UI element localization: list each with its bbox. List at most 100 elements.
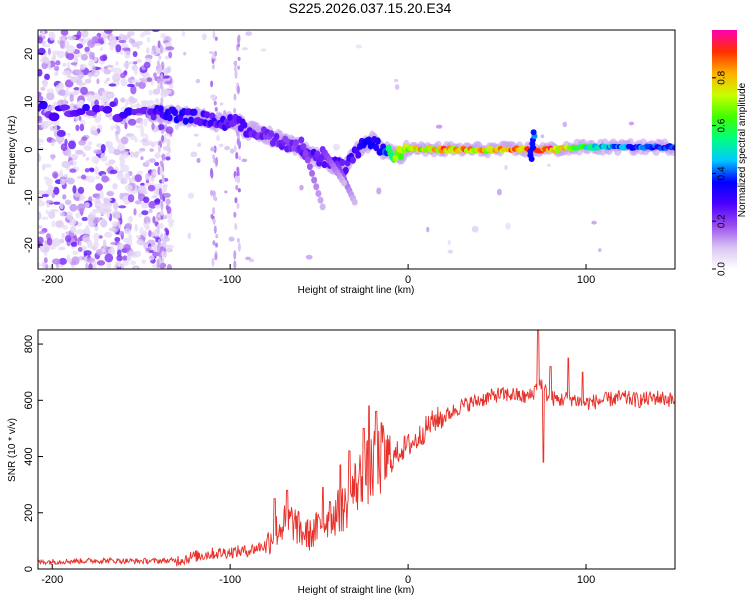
spectrogram-noise-cell — [140, 33, 145, 38]
spectrogram-noise-cell — [160, 72, 164, 83]
spectrogram-noise-cell — [128, 118, 137, 126]
spectrogram-noise-cell — [128, 215, 133, 223]
spectrogram-noise-cell — [159, 79, 163, 90]
spectrogram-noise-cell — [99, 55, 107, 62]
spectrogram-noise-cell — [41, 30, 46, 37]
spectrogram-noise-cell — [59, 169, 63, 177]
spectrogram-noise-cell — [145, 47, 150, 54]
spectrogram-noise-cell — [79, 197, 84, 202]
spectrogram-noise-cell — [237, 43, 241, 48]
spectrogram-noise-cell — [116, 266, 122, 269]
spectrogram-noise-cell — [241, 47, 249, 51]
spectrogram-ridge-cell — [172, 108, 179, 117]
spectrogram-noise-cell — [235, 184, 239, 191]
spectrogram-noise-cell — [83, 250, 92, 256]
spectrogram-noise-cell — [133, 61, 138, 65]
spectrogram-noise-cell — [48, 211, 56, 219]
spectrogram-noise-cell — [159, 166, 163, 176]
figure-title: S225.2026.037.15.20.E34 — [289, 0, 452, 16]
spectrogram-noise-cell — [153, 72, 157, 78]
spectrogram-noise-cell — [136, 239, 144, 245]
spectrogram-noise-cell — [89, 168, 95, 173]
spectrogram-noise-cell — [84, 51, 90, 55]
spectrogram-noise-cell — [58, 257, 67, 265]
spectrogram-ytick-label: 10 — [23, 96, 35, 108]
snr-ytick-label: 400 — [23, 447, 35, 465]
spectrogram-noise-cell — [72, 250, 79, 256]
spectrogram-noise-cell — [91, 198, 100, 202]
spectrogram-noise-cell — [104, 30, 113, 34]
spectrogram-noise-cell — [41, 261, 46, 268]
spectrogram-noise-cell — [143, 118, 148, 127]
spectrogram-noise-cell — [140, 100, 149, 104]
snr-marks — [38, 330, 675, 567]
spectrogram-noise-cell — [46, 237, 53, 246]
spectrogram-noise-cell — [136, 59, 142, 63]
spectrogram-noise-cell — [38, 47, 46, 56]
spectrogram-noise-cell — [120, 177, 128, 185]
spectrogram-band-cell — [59, 104, 71, 111]
spectrogram-noise-cell — [237, 188, 241, 193]
spectrogram-noise-cell — [123, 227, 132, 235]
spectrogram-noise-cell — [81, 216, 88, 222]
spectrogram-noise-cell — [141, 79, 148, 83]
spectrogram-xlabel: Height of straight line (km) — [298, 285, 415, 296]
spectrogram-noise-cell — [51, 171, 59, 179]
spectrogram-noise-cell — [157, 166, 161, 176]
spectrogram-noise-cell — [87, 242, 93, 249]
spectrogram-noise-cell — [165, 46, 175, 51]
spectrogram-branch-cell — [309, 169, 316, 177]
spectrogram-noise-cell — [75, 149, 84, 155]
spectrogram-noise-cell — [215, 233, 219, 239]
spectrogram-noise-cell — [111, 221, 118, 227]
spectrogram-noise-cell — [210, 80, 214, 88]
spectrogram-noise-cell — [85, 157, 90, 161]
spectrogram-noise-cell — [97, 37, 104, 42]
spectrogram-noise-cell — [237, 35, 241, 45]
spectrogram-noise-cell — [103, 66, 108, 70]
spectrogram-noise-cell — [133, 104, 141, 108]
spectrogram-noise-cell — [61, 232, 65, 239]
spectrogram-noise-cell — [95, 175, 101, 180]
spectrogram-noise-cell — [187, 232, 192, 240]
spectrogram-noise-cell — [108, 35, 117, 45]
spectrogram-noise-cell — [154, 98, 159, 103]
spectrogram-noise-cell — [77, 186, 85, 194]
spectrogram-noise-cell — [157, 84, 161, 94]
spectrogram-noise-cell — [156, 243, 160, 254]
spectrogram-noise-cell — [116, 242, 125, 249]
spectrogram-noise-cell — [80, 64, 86, 70]
spectrogram-noise-cell — [96, 78, 100, 85]
spectrogram-noise-cell — [114, 236, 121, 243]
spectrogram-noise-cell — [78, 38, 84, 42]
spectrogram-noise-cell — [140, 132, 146, 138]
snr-panel: -200 -100 0 100 0 200 400 600 800 Height of stra… — [7, 329, 676, 596]
spectrogram-noise-cell — [76, 30, 82, 39]
spectrogram-noise-cell — [108, 83, 117, 87]
spectrogram-noise-cell — [104, 253, 114, 263]
spectrogram-noise-cell — [158, 187, 162, 196]
spectrogram-noise-cell — [159, 160, 163, 166]
spectrogram-noise-cell — [75, 212, 81, 219]
spectrogram-noise-cell — [70, 76, 79, 83]
spectrogram-noise-cell — [134, 200, 142, 205]
colorbar-tick-label: 0.0 — [717, 262, 728, 276]
spectrogram-noise-cell — [241, 158, 248, 163]
spectrogram-noise-cell — [44, 120, 53, 127]
spectrogram-noise-cell — [66, 75, 73, 79]
spectrogram-noise-cell — [130, 104, 134, 109]
spectrogram-noise-cell — [41, 193, 49, 198]
spectrogram-ridge-cell — [241, 121, 248, 129]
spectrogram-noise-cell — [122, 260, 129, 266]
spectrogram-noise-cell — [214, 242, 218, 248]
spectrogram-noise-cell — [158, 55, 162, 60]
spectrogram-ytick-label: -10 — [23, 189, 35, 205]
spectrogram-noise-cell — [80, 53, 88, 61]
spectrogram-noise-cell — [236, 85, 240, 95]
spectrogram-noise-cell — [94, 166, 99, 175]
spectrogram-noise-cell — [212, 240, 216, 246]
spectrogram-noise-cell — [193, 133, 199, 137]
spectrogram-noise-cell — [59, 178, 66, 186]
spectrogram-noise-cell — [38, 211, 42, 221]
spectrogram-noise-cell — [139, 226, 144, 236]
